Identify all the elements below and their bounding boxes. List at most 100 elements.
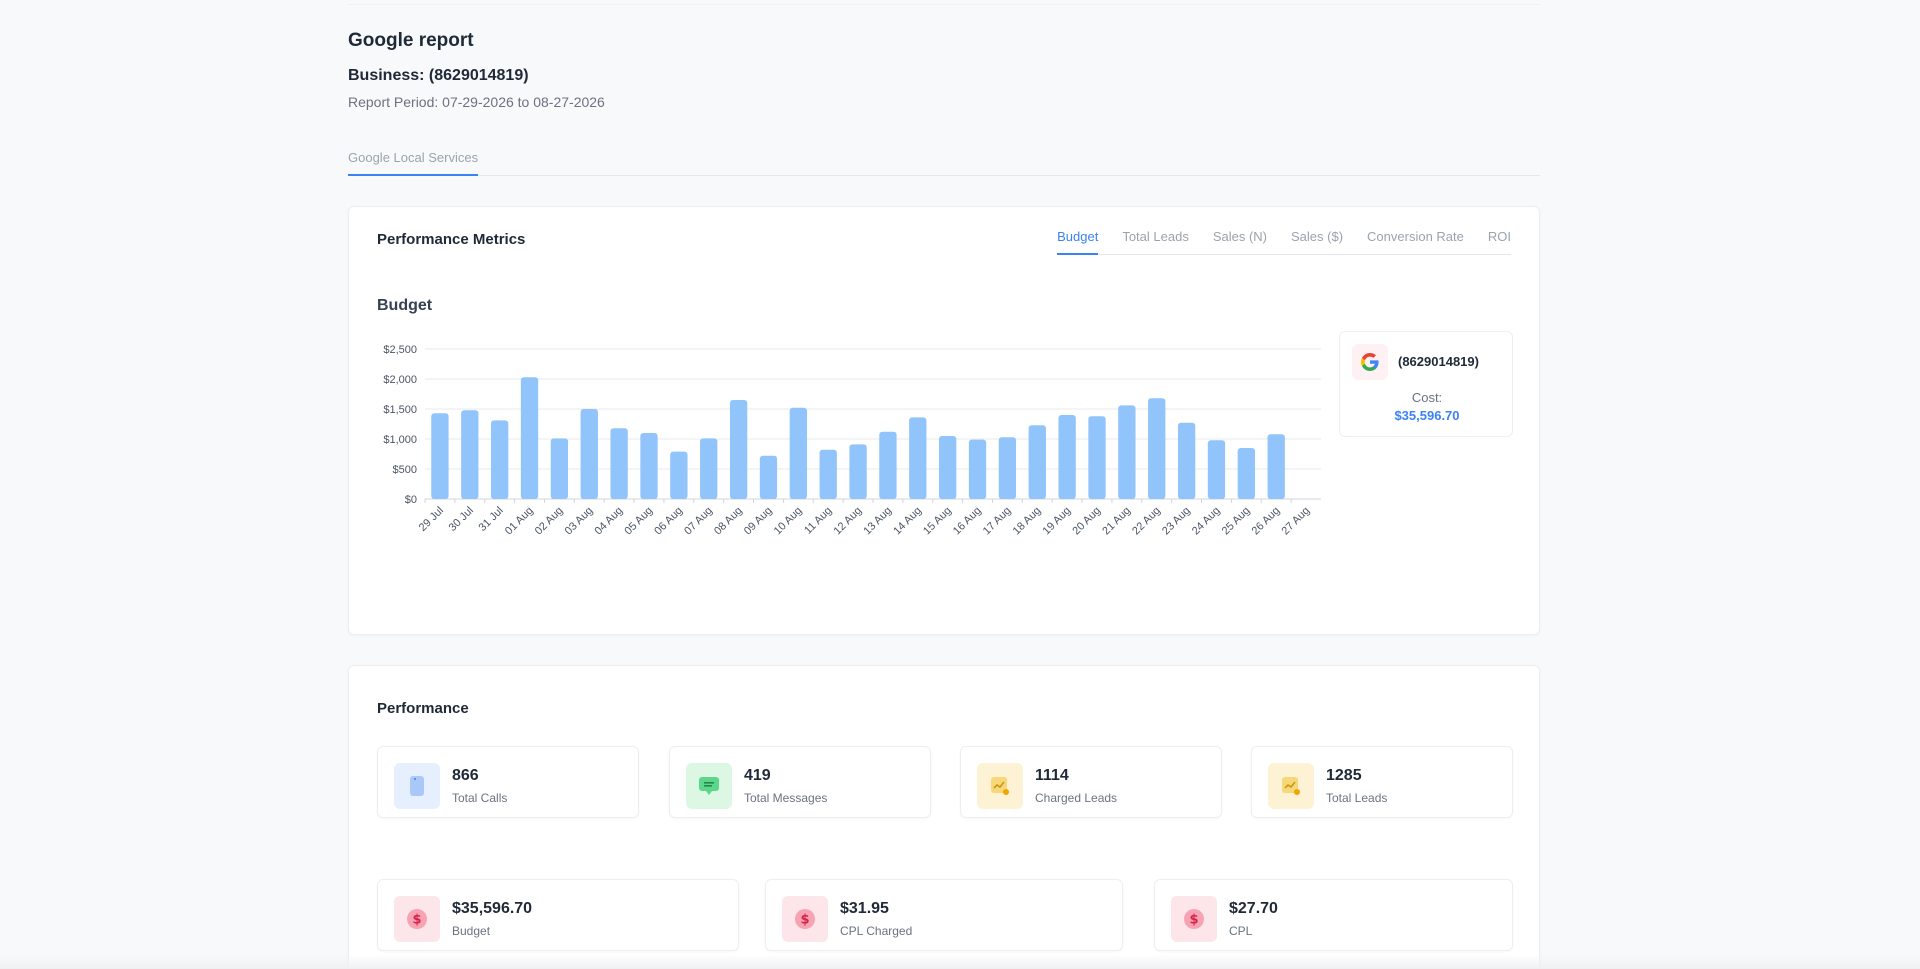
chart-icon: [1268, 763, 1314, 809]
chart-icon: [977, 763, 1023, 809]
bar-14-aug[interactable]: [909, 417, 927, 499]
x-tick-label: 17 Aug: [981, 505, 1014, 538]
x-tick-label: 03 Aug: [563, 505, 596, 538]
x-tick-label: 18 Aug: [1011, 505, 1044, 538]
x-tick-label: 25 Aug: [1220, 505, 1253, 538]
legend-cost-label: Cost:: [1411, 390, 1443, 405]
svg-text:$: $: [800, 913, 809, 928]
report-page: Google report Business: (8629014819) Rep…: [348, 0, 1540, 969]
x-tick-label: 19 Aug: [1041, 505, 1074, 538]
x-tick-label: 16 Aug: [951, 505, 984, 538]
tab-sales-n[interactable]: Sales (N): [1212, 229, 1268, 244]
y-tick-label: $1,000: [383, 434, 417, 446]
bar-06-aug[interactable]: [670, 451, 688, 499]
stat-charged-leads: 1114 Charged Leads: [960, 746, 1222, 818]
stat-value: 866: [452, 767, 479, 784]
x-tick-label: 29 Jul: [417, 505, 446, 534]
x-tick-label: 10 Aug: [772, 505, 805, 538]
stat-value: 419: [744, 767, 771, 784]
svg-text:$: $: [1189, 913, 1198, 928]
bar-11-aug[interactable]: [819, 449, 837, 499]
bar-24-aug[interactable]: [1207, 440, 1226, 499]
bar-10-aug[interactable]: [789, 407, 807, 499]
bar-16-aug[interactable]: [968, 439, 987, 499]
bar-13-aug[interactable]: [879, 431, 897, 499]
stat-cpl-charged: $ $31.95 CPL Charged: [765, 879, 1123, 951]
x-tick-label: 15 Aug: [921, 505, 954, 538]
bottom-fade: [0, 955, 1920, 969]
y-tick-label: $2,500: [383, 344, 417, 356]
stat-value: 1285: [1326, 767, 1362, 784]
x-tick-label: 13 Aug: [861, 505, 894, 538]
tab-budget[interactable]: Budget: [1057, 229, 1099, 255]
bar-25-aug[interactable]: [1237, 448, 1255, 499]
bar-22-aug[interactable]: [1148, 398, 1166, 499]
x-tick-label: 31 Jul: [477, 505, 506, 534]
bar-08-aug[interactable]: [729, 400, 748, 499]
x-tick-label: 14 Aug: [891, 505, 924, 538]
stat-value: 1114: [1035, 767, 1069, 784]
x-tick-label: 04 Aug: [593, 505, 626, 538]
x-tick-label: 26 Aug: [1250, 505, 1283, 538]
bar-30-jul[interactable]: [461, 410, 479, 499]
phone-icon: [394, 763, 440, 809]
bar-19-aug[interactable]: [1058, 415, 1076, 499]
x-tick-label: 27 Aug: [1279, 505, 1312, 538]
bar-21-aug[interactable]: [1118, 405, 1136, 499]
x-tick-label: 20 Aug: [1070, 505, 1103, 538]
bar-17-aug[interactable]: [998, 437, 1017, 499]
y-tick-label: $500: [393, 464, 417, 476]
bar-05-aug[interactable]: [640, 433, 658, 499]
bar-29-jul[interactable]: [431, 413, 449, 499]
stat-label: Total Calls: [452, 791, 508, 805]
bar-07-aug[interactable]: [700, 438, 718, 499]
bar-23-aug[interactable]: [1177, 422, 1196, 499]
y-tick-label: $0: [405, 494, 417, 506]
stat-value: $31.95: [840, 900, 889, 917]
legend-card[interactable]: (8629014819) Cost: $35,596.70: [1339, 331, 1513, 437]
stat-total-leads: 1285 Total Leads: [1251, 746, 1513, 818]
bar-20-aug[interactable]: [1088, 416, 1106, 499]
bar-03-aug[interactable]: [580, 409, 598, 499]
tab-conversion-rate[interactable]: Conversion Rate: [1367, 229, 1464, 244]
tab-total-leads[interactable]: Total Leads: [1122, 229, 1189, 244]
stat-value: $27.70: [1229, 900, 1278, 917]
x-tick-label: 23 Aug: [1160, 505, 1193, 538]
top-divider: [348, 4, 1540, 5]
tab-roi[interactable]: ROI: [1487, 229, 1511, 244]
business-label: Business: (8629014819): [348, 67, 529, 84]
page-title: Google report: [348, 30, 474, 51]
bar-31-jul[interactable]: [491, 420, 509, 499]
performance-metrics-card: Performance Metrics Budget Total Leads S…: [348, 206, 1540, 635]
dollar-icon: $: [1171, 896, 1217, 942]
y-tick-label: $2,000: [383, 374, 417, 386]
stat-label: Total Leads: [1326, 791, 1388, 805]
tab-google-local-services[interactable]: Google Local Services: [348, 150, 479, 176]
bar-01-aug[interactable]: [520, 377, 539, 499]
x-tick-label: 21 Aug: [1100, 505, 1133, 538]
bar-18-aug[interactable]: [1028, 425, 1046, 499]
x-tick-label: 12 Aug: [831, 505, 864, 538]
dollar-icon: $: [782, 896, 828, 942]
bar-04-aug[interactable]: [610, 428, 628, 499]
x-tick-label: 09 Aug: [742, 505, 775, 538]
x-tick-label: 08 Aug: [712, 505, 745, 538]
tab-sales-dollar[interactable]: Sales ($): [1291, 229, 1344, 244]
x-tick-label: 22 Aug: [1130, 505, 1163, 538]
budget-bar-chart: $0 $500 $1,000 $1,500 $2,000 $2,500 29 Jul 30 J…: [383, 344, 1321, 538]
x-tick-label: 02 Aug: [533, 505, 566, 538]
google-logo-icon: [1352, 344, 1388, 380]
chart-title: Budget: [377, 297, 433, 314]
dollar-icon: $: [394, 896, 440, 942]
legend-business-name: (8629014819): [1398, 354, 1479, 369]
bar-15-aug[interactable]: [939, 436, 957, 499]
x-tick-label: 11 Aug: [802, 505, 834, 537]
bar-02-aug[interactable]: [550, 438, 569, 499]
performance-metrics-title: Performance Metrics: [377, 231, 526, 248]
stat-label: Charged Leads: [1035, 791, 1118, 805]
performance-title: Performance: [377, 700, 469, 717]
bar-12-aug[interactable]: [849, 444, 867, 499]
bar-09-aug[interactable]: [759, 455, 778, 499]
bar-26-aug[interactable]: [1267, 434, 1285, 499]
stat-label: Budget: [452, 924, 491, 938]
